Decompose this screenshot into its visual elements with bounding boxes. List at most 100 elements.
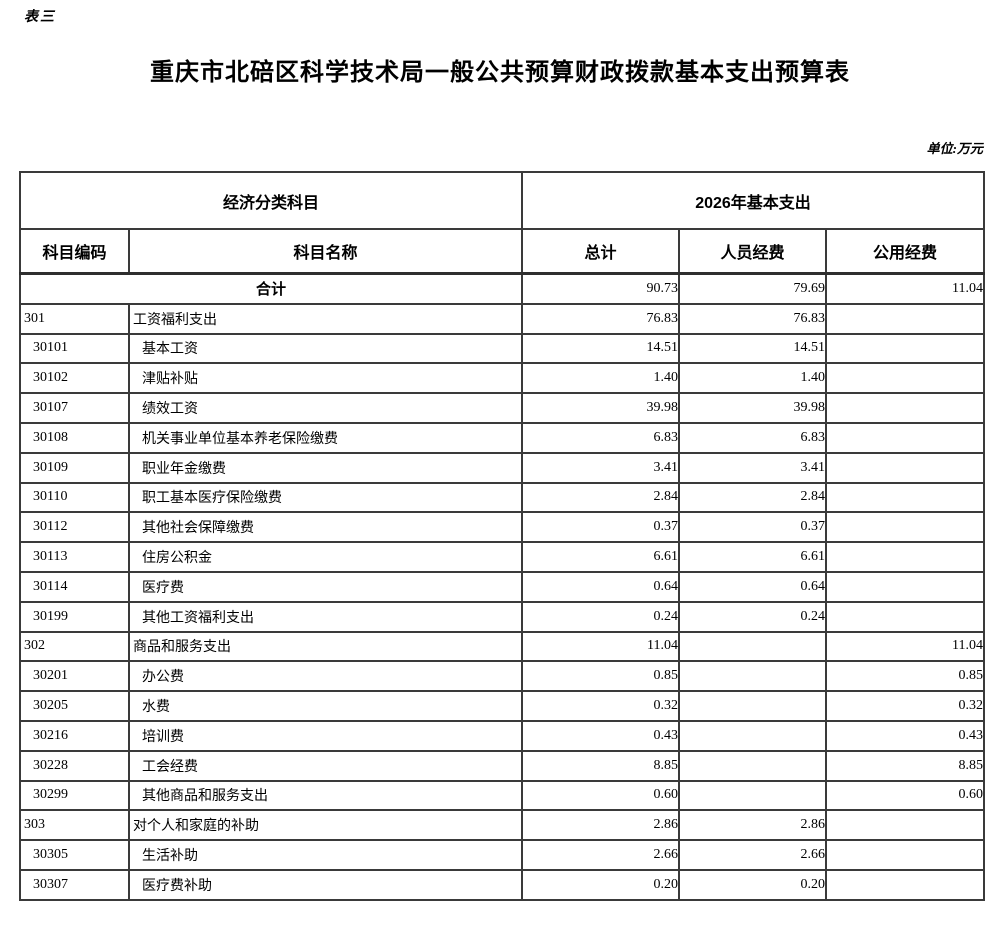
personnel-funds-cell [678, 630, 828, 663]
table-row: 30114 医疗费 0.64 0.64 [19, 570, 986, 603]
total-cell: 0.64 [521, 570, 681, 603]
table-row: 30109 职业年金缴费 3.41 3.41 [19, 451, 986, 484]
subject-name-cell: 机关事业单位基本养老保险缴费 [127, 421, 524, 454]
table-row: 30205 水费 0.32 0.32 [19, 690, 986, 722]
column-header-subject-code: 科目编码 [19, 228, 130, 275]
subject-name-cell: 工会经费 [127, 749, 524, 782]
public-funds-cell [825, 809, 986, 842]
subject-name-cell: 对个人和家庭的补助 [127, 809, 524, 842]
table-row: 30112 其他社会保障缴费 0.37 0.37 [19, 511, 986, 544]
subject-code-cell: 30201 [19, 660, 130, 693]
table-row: 303 对个人和家庭的补助 2.86 2.86 [19, 809, 986, 842]
subject-name-cell: 培训费 [127, 719, 524, 752]
public-funds-cell: 11.04 [825, 630, 986, 663]
table-row: 30307 医疗费补助 0.20 0.20 [19, 868, 986, 901]
subject-code-cell: 303 [19, 809, 130, 842]
subject-name-cell: 医疗费 [127, 570, 524, 603]
total-cell: 0.20 [521, 868, 681, 901]
public-funds-cell [825, 511, 986, 544]
grand-total-public-cell: 11.04 [825, 271, 986, 305]
column-header-total: 总计 [521, 228, 681, 275]
public-funds-cell [825, 362, 986, 395]
personnel-funds-cell: 0.24 [678, 600, 828, 633]
subject-code-cell: 301 [19, 302, 130, 335]
public-funds-cell [825, 421, 986, 454]
subject-name-cell: 水费 [127, 690, 524, 722]
subject-code-cell: 30305 [19, 839, 130, 871]
subject-code-cell: 30109 [19, 451, 130, 484]
grand-total-label: 合计 [18, 271, 524, 305]
subject-name-cell: 其他工资福利支出 [127, 600, 524, 633]
unit-note: 单位:万元 [926, 141, 983, 156]
personnel-funds-cell [678, 690, 828, 722]
subject-name-cell: 商品和服务支出 [127, 630, 524, 663]
subject-name-cell: 职业年金缴费 [127, 451, 524, 484]
table-row: 30110 职工基本医疗保险缴费 2.84 2.84 [19, 481, 986, 514]
subject-name-cell: 绩效工资 [127, 392, 524, 424]
subject-code-cell: 30228 [19, 749, 130, 782]
public-funds-cell [825, 332, 986, 365]
personnel-funds-cell: 2.84 [678, 481, 828, 514]
column-header-public-funds: 公用经费 [825, 228, 986, 275]
personnel-funds-cell [678, 660, 828, 693]
public-funds-cell [825, 392, 986, 424]
personnel-funds-cell: 1.40 [678, 362, 828, 395]
page-title: 重庆市北碚区科学技术局一般公共预算财政拨款基本支出预算表 [150, 59, 850, 86]
subject-name-cell: 职工基本医疗保险缴费 [127, 481, 524, 514]
subject-code-cell: 30307 [19, 868, 130, 901]
subject-name-cell: 医疗费补助 [127, 868, 524, 901]
total-cell: 0.32 [521, 690, 681, 722]
personnel-funds-cell: 6.61 [678, 541, 828, 573]
personnel-funds-cell: 0.64 [678, 570, 828, 603]
total-cell: 3.41 [521, 451, 681, 484]
public-funds-cell: 8.85 [825, 749, 986, 782]
table-row: 301 工资福利支出 76.83 76.83 [19, 302, 986, 335]
subject-code-cell: 30107 [19, 392, 130, 424]
personnel-funds-cell: 2.86 [678, 809, 828, 842]
subject-name-cell: 工资福利支出 [127, 302, 524, 335]
table-row: 30101 基本工资 14.51 14.51 [19, 332, 986, 365]
header-group-row: 经济分类科目 2026年基本支出 [18, 171, 986, 230]
total-cell: 0.37 [521, 511, 681, 544]
total-cell: 76.83 [521, 302, 681, 335]
subject-name-cell: 办公费 [127, 660, 524, 693]
subject-name-cell: 生活补助 [127, 839, 524, 871]
subject-name-cell: 基本工资 [127, 332, 524, 365]
subject-code-cell: 30101 [19, 332, 130, 365]
total-cell: 11.04 [521, 630, 681, 663]
total-cell: 6.83 [521, 421, 681, 454]
personnel-funds-cell [678, 719, 828, 752]
personnel-funds-cell: 2.66 [678, 839, 828, 871]
public-funds-cell [825, 600, 986, 633]
subject-name-cell: 住房公积金 [127, 541, 524, 573]
total-cell: 8.85 [521, 749, 681, 782]
table-row: 30113 住房公积金 6.61 6.61 [19, 541, 986, 573]
subject-code-cell: 30299 [19, 779, 130, 812]
table-row: 30199 其他工资福利支出 0.24 0.24 [19, 600, 986, 633]
personnel-funds-cell: 76.83 [678, 302, 828, 335]
subject-code-cell: 302 [19, 630, 130, 663]
table-row: 30299 其他商品和服务支出 0.60 0.60 [19, 779, 986, 812]
public-funds-cell: 0.43 [825, 719, 986, 752]
total-cell: 0.43 [521, 719, 681, 752]
subject-code-cell: 30114 [19, 570, 130, 603]
public-funds-cell [825, 570, 986, 603]
subject-code-cell: 30199 [19, 600, 130, 633]
personnel-funds-cell: 6.83 [678, 421, 828, 454]
table-row: 30107 绩效工资 39.98 39.98 [19, 392, 986, 424]
total-cell: 39.98 [521, 392, 681, 424]
total-cell: 14.51 [521, 332, 681, 365]
public-funds-cell [825, 302, 986, 335]
table-row: 30228 工会经费 8.85 8.85 [19, 749, 986, 782]
total-cell: 0.24 [521, 600, 681, 633]
personnel-funds-cell: 0.20 [678, 868, 828, 901]
public-funds-cell: 0.60 [825, 779, 986, 812]
personnel-funds-cell: 14.51 [678, 332, 828, 365]
subject-code-cell: 30102 [19, 362, 130, 395]
public-funds-cell: 0.32 [825, 690, 986, 722]
total-cell: 2.84 [521, 481, 681, 514]
public-funds-cell: 0.85 [825, 660, 986, 693]
subject-code-cell: 30113 [19, 541, 130, 573]
personnel-funds-cell: 0.37 [678, 511, 828, 544]
